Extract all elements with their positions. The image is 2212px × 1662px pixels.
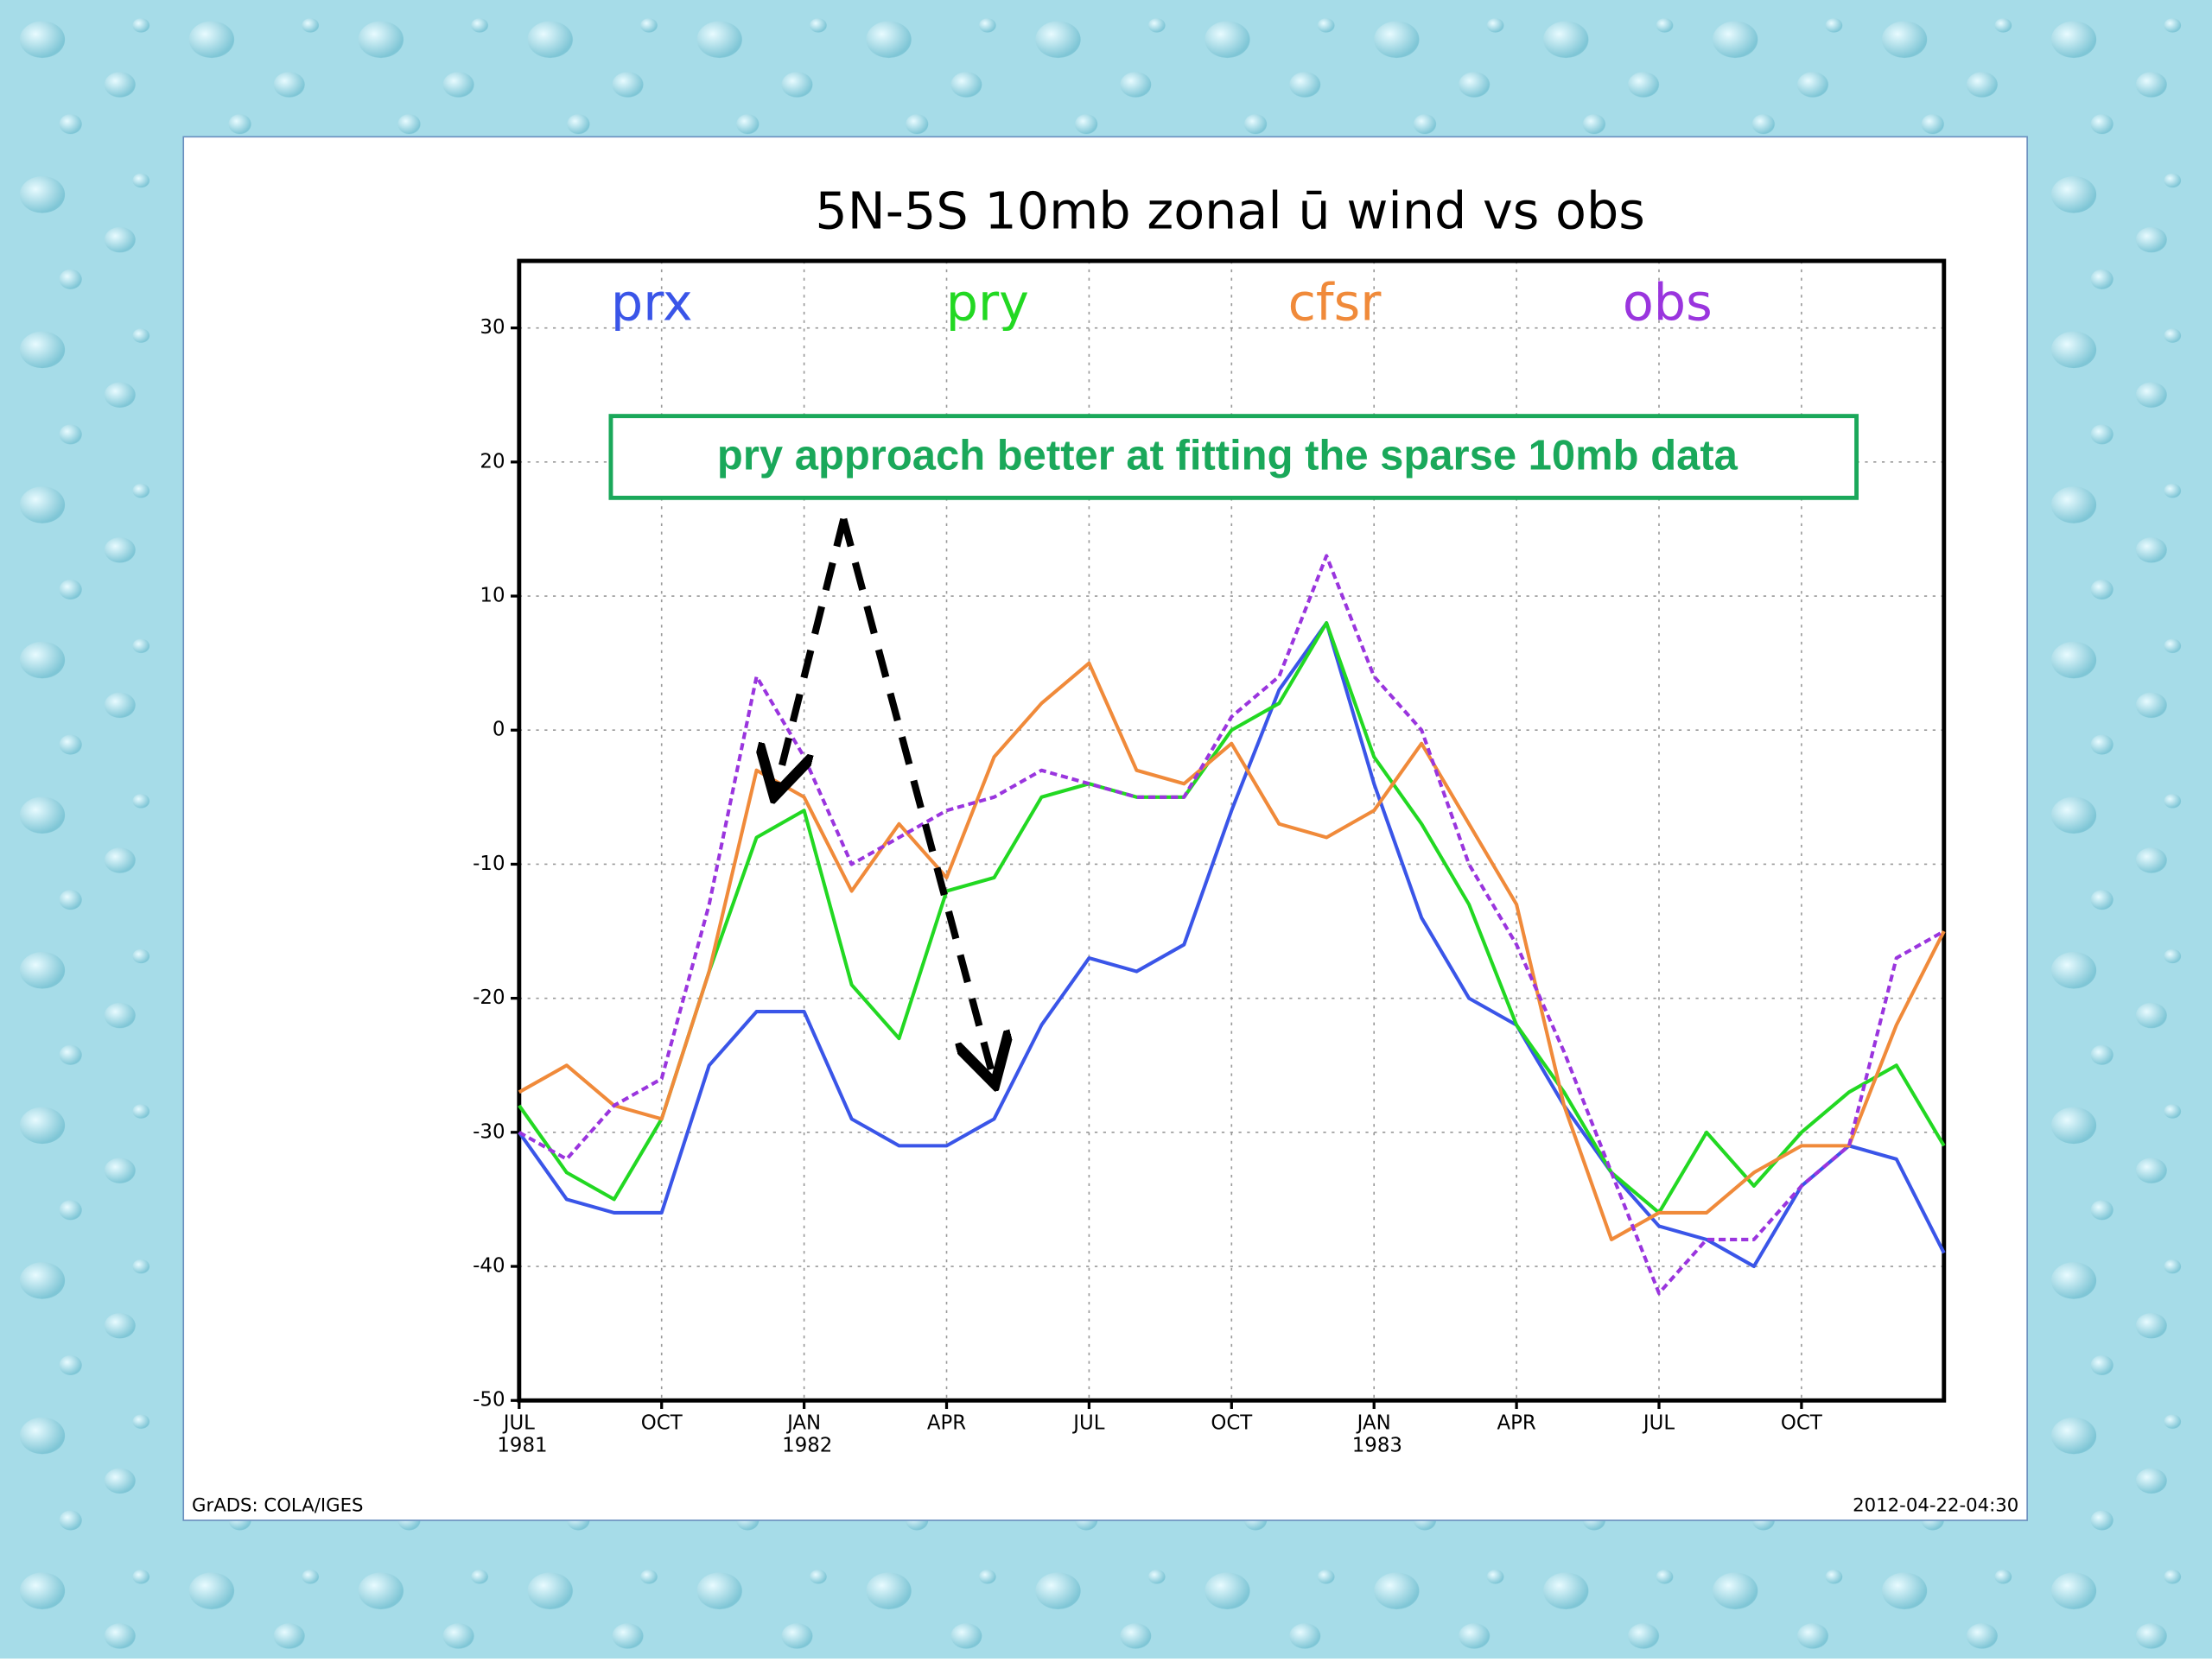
annotation: pry approach better at fitting the spars…	[717, 433, 1738, 479]
plot-frame	[517, 258, 1947, 1403]
y-tick-label: 10	[480, 585, 505, 607]
x-tick-label: APR	[927, 1411, 966, 1434]
chart-panel	[182, 136, 2028, 1521]
x-tick-label: OCT	[641, 1411, 683, 1434]
y-tick-label: -10	[473, 853, 505, 875]
legend-label: obs	[1623, 272, 1713, 332]
legend-label: prx	[611, 272, 693, 332]
y-tick-label: -40	[473, 1255, 505, 1278]
x-tick-label: JAN 1983	[1346, 1411, 1402, 1456]
series-line	[518, 621, 1946, 1268]
x-tick-label: JUL	[1642, 1411, 1675, 1434]
y-tick-label: -50	[473, 1389, 505, 1411]
series-line	[518, 621, 1946, 1215]
annotation-box	[608, 414, 1859, 500]
y-tick-label: 30	[480, 316, 505, 339]
y-tick-label: 20	[480, 450, 505, 473]
y-tick-label: -20	[473, 986, 505, 1009]
x-tick-label: JUL	[1071, 1411, 1104, 1434]
legend-label: pry	[946, 272, 1029, 332]
y-tick-label: 0	[493, 719, 505, 741]
x-tick-label: JUL 1981	[491, 1411, 547, 1456]
series-line	[518, 554, 1945, 1296]
footer-right: 2012-04-22-04:30	[1853, 1495, 2018, 1517]
x-tick-label: APR	[1497, 1411, 1535, 1434]
chart-title: 5N-5S 10mb zonal ū wind vs obs	[815, 181, 1644, 240]
legend-label: cfsr	[1288, 272, 1382, 332]
x-tick-label: OCT	[1211, 1411, 1253, 1434]
y-tick-label: -30	[473, 1120, 505, 1143]
footer-left: GrADS: COLA/IGES	[192, 1495, 363, 1517]
arrow	[840, 517, 993, 1078]
x-tick-label: JAN 1982	[776, 1411, 832, 1456]
x-tick-label: OCT	[1781, 1411, 1823, 1434]
arrow	[776, 517, 848, 790]
